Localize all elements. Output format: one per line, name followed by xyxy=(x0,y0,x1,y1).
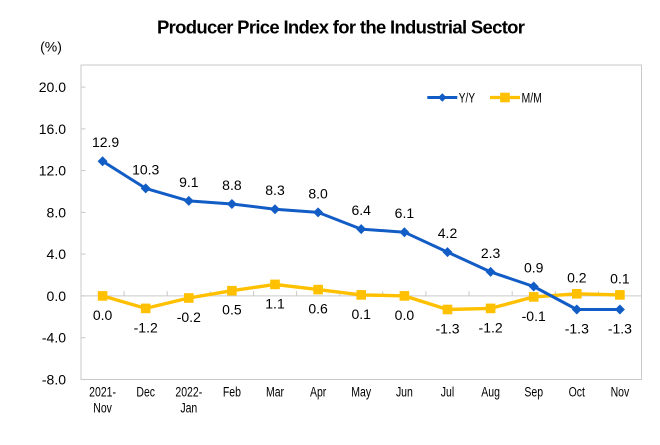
svg-text:-1.2: -1.2 xyxy=(479,319,503,335)
svg-text:2.3: 2.3 xyxy=(481,245,501,261)
svg-text:(%): (%) xyxy=(40,39,62,55)
svg-text:0.0: 0.0 xyxy=(47,288,67,304)
svg-text:1.1: 1.1 xyxy=(265,295,285,311)
svg-text:8.8: 8.8 xyxy=(222,177,242,193)
svg-text:0.6: 0.6 xyxy=(308,301,328,317)
svg-text:Producer Price Index for the I: Producer Price Index for the Industrial … xyxy=(157,17,525,38)
svg-text:0.0: 0.0 xyxy=(395,307,415,323)
svg-text:-8.0: -8.0 xyxy=(42,372,66,388)
svg-text:-0.1: -0.1 xyxy=(522,308,546,324)
svg-text:6.4: 6.4 xyxy=(351,202,371,218)
svg-text:10.3: 10.3 xyxy=(132,161,159,177)
svg-text:0.2: 0.2 xyxy=(567,269,587,285)
svg-text:0.9: 0.9 xyxy=(524,260,544,276)
svg-text:Oct: Oct xyxy=(569,384,586,400)
svg-text:12.9: 12.9 xyxy=(92,134,119,150)
svg-text:Sep: Sep xyxy=(524,384,543,400)
svg-text:8.0: 8.0 xyxy=(47,204,67,220)
svg-text:0.5: 0.5 xyxy=(222,302,242,318)
svg-text:Nov: Nov xyxy=(611,384,630,400)
svg-text:Dec: Dec xyxy=(136,384,155,400)
svg-text:Nov: Nov xyxy=(93,400,112,416)
svg-text:0.1: 0.1 xyxy=(351,306,371,322)
svg-text:Jun: Jun xyxy=(396,384,413,400)
svg-text:Jul: Jul xyxy=(441,384,454,400)
svg-text:-0.2: -0.2 xyxy=(177,309,201,325)
svg-text:May: May xyxy=(351,384,372,400)
svg-text:0.1: 0.1 xyxy=(610,270,630,286)
svg-text:-1.3: -1.3 xyxy=(435,321,459,337)
svg-text:-4.0: -4.0 xyxy=(42,330,66,346)
svg-text:Jan: Jan xyxy=(180,400,197,416)
svg-text:8.0: 8.0 xyxy=(308,185,328,201)
svg-text:4.0: 4.0 xyxy=(47,246,67,262)
svg-text:Mar: Mar xyxy=(266,384,284,400)
svg-text:2021-: 2021- xyxy=(89,384,116,400)
svg-text:-1.2: -1.2 xyxy=(134,319,158,335)
svg-text:20.0: 20.0 xyxy=(39,79,66,95)
svg-text:Apr: Apr xyxy=(310,384,326,400)
svg-text:M/M: M/M xyxy=(522,90,542,106)
svg-text:Feb: Feb xyxy=(223,384,241,400)
svg-text:-1.3: -1.3 xyxy=(565,321,589,337)
svg-text:12.0: 12.0 xyxy=(39,163,66,179)
svg-text:-1.3: -1.3 xyxy=(608,321,632,337)
svg-text:6.1: 6.1 xyxy=(395,205,415,221)
svg-text:9.1: 9.1 xyxy=(179,174,199,190)
svg-text:4.2: 4.2 xyxy=(438,225,458,241)
svg-text:Aug: Aug xyxy=(481,384,500,400)
svg-text:8.3: 8.3 xyxy=(265,182,285,198)
svg-text:16.0: 16.0 xyxy=(39,121,66,137)
svg-text:0.0: 0.0 xyxy=(93,307,113,323)
svg-text:2022-: 2022- xyxy=(175,384,202,400)
svg-text:Y/Y: Y/Y xyxy=(459,90,475,106)
